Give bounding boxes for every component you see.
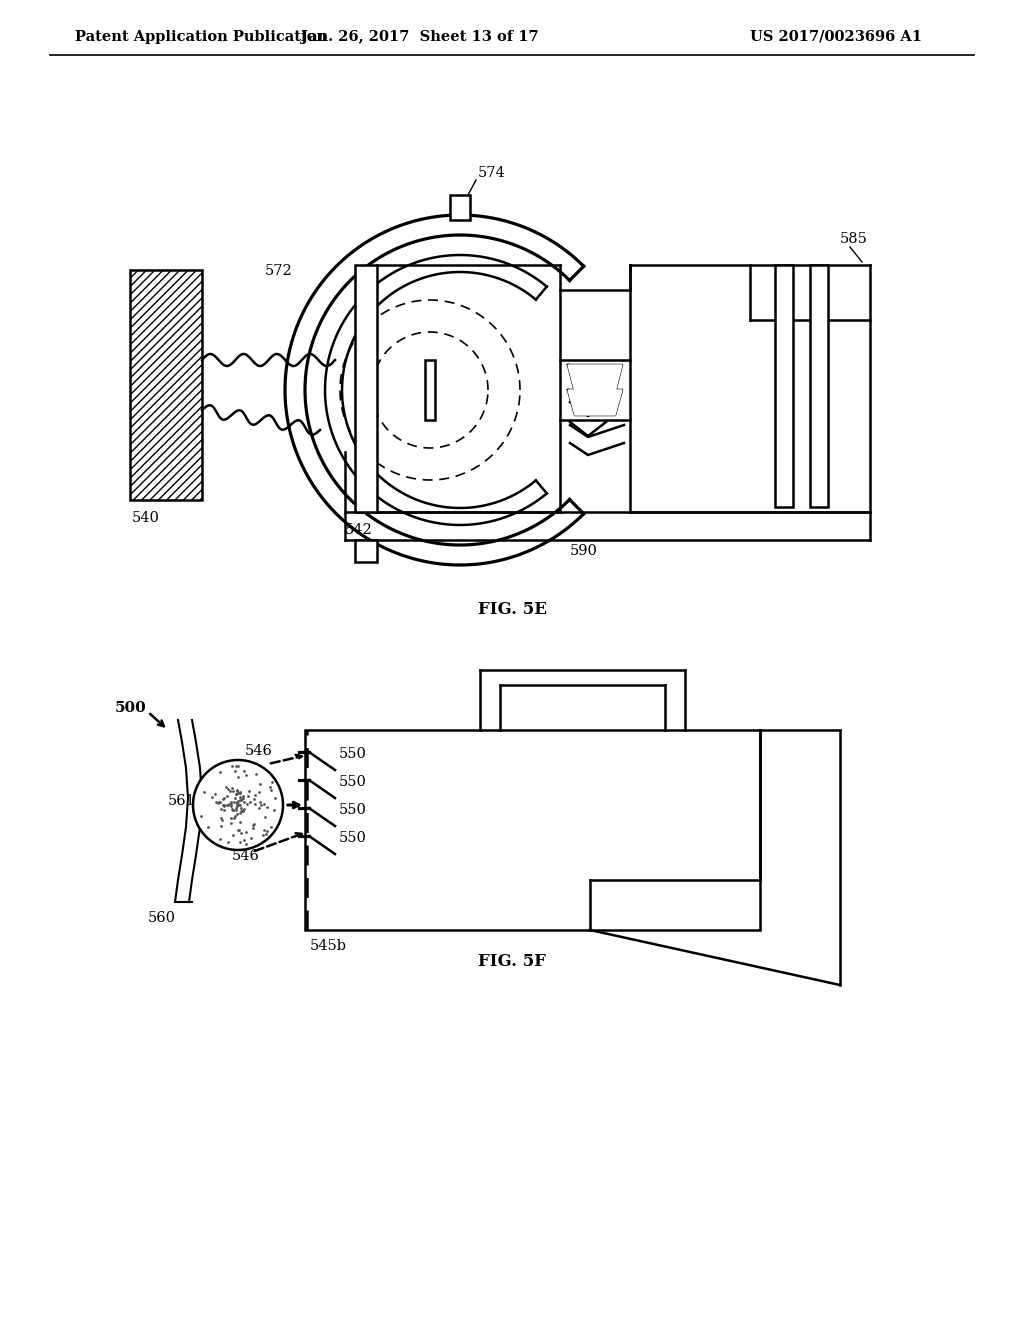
Text: 545b: 545b (310, 939, 347, 953)
Bar (305, 730, 760, 931)
Text: 550: 550 (339, 803, 367, 817)
Polygon shape (568, 366, 622, 392)
Polygon shape (568, 389, 622, 414)
Bar (775, 265, 793, 507)
Text: 542: 542 (345, 523, 373, 537)
Bar (355, 540, 377, 562)
Text: 540: 540 (132, 511, 160, 525)
Text: 572: 572 (265, 264, 293, 279)
Text: 561: 561 (168, 795, 196, 808)
Bar (355, 265, 377, 512)
Text: 546: 546 (245, 744, 272, 758)
Bar (810, 265, 828, 507)
Text: FIG. 5E: FIG. 5E (477, 602, 547, 619)
Bar (450, 195, 470, 220)
Bar (425, 360, 435, 420)
Circle shape (193, 760, 283, 850)
Text: 500: 500 (115, 701, 146, 715)
Text: Patent Application Publication: Patent Application Publication (75, 30, 327, 44)
Text: 550: 550 (339, 775, 367, 789)
Text: US 2017/0023696 A1: US 2017/0023696 A1 (750, 30, 922, 44)
Text: 585: 585 (840, 232, 868, 246)
Text: 546: 546 (232, 849, 260, 863)
Text: 590: 590 (570, 544, 598, 558)
Text: Jan. 26, 2017  Sheet 13 of 17: Jan. 26, 2017 Sheet 13 of 17 (301, 30, 539, 44)
Text: FIG. 5F: FIG. 5F (478, 953, 546, 970)
Text: 550: 550 (339, 747, 367, 762)
Text: 560: 560 (148, 911, 176, 925)
Bar (130, 271, 202, 500)
Text: 550: 550 (339, 832, 367, 845)
Text: 574: 574 (478, 166, 506, 180)
